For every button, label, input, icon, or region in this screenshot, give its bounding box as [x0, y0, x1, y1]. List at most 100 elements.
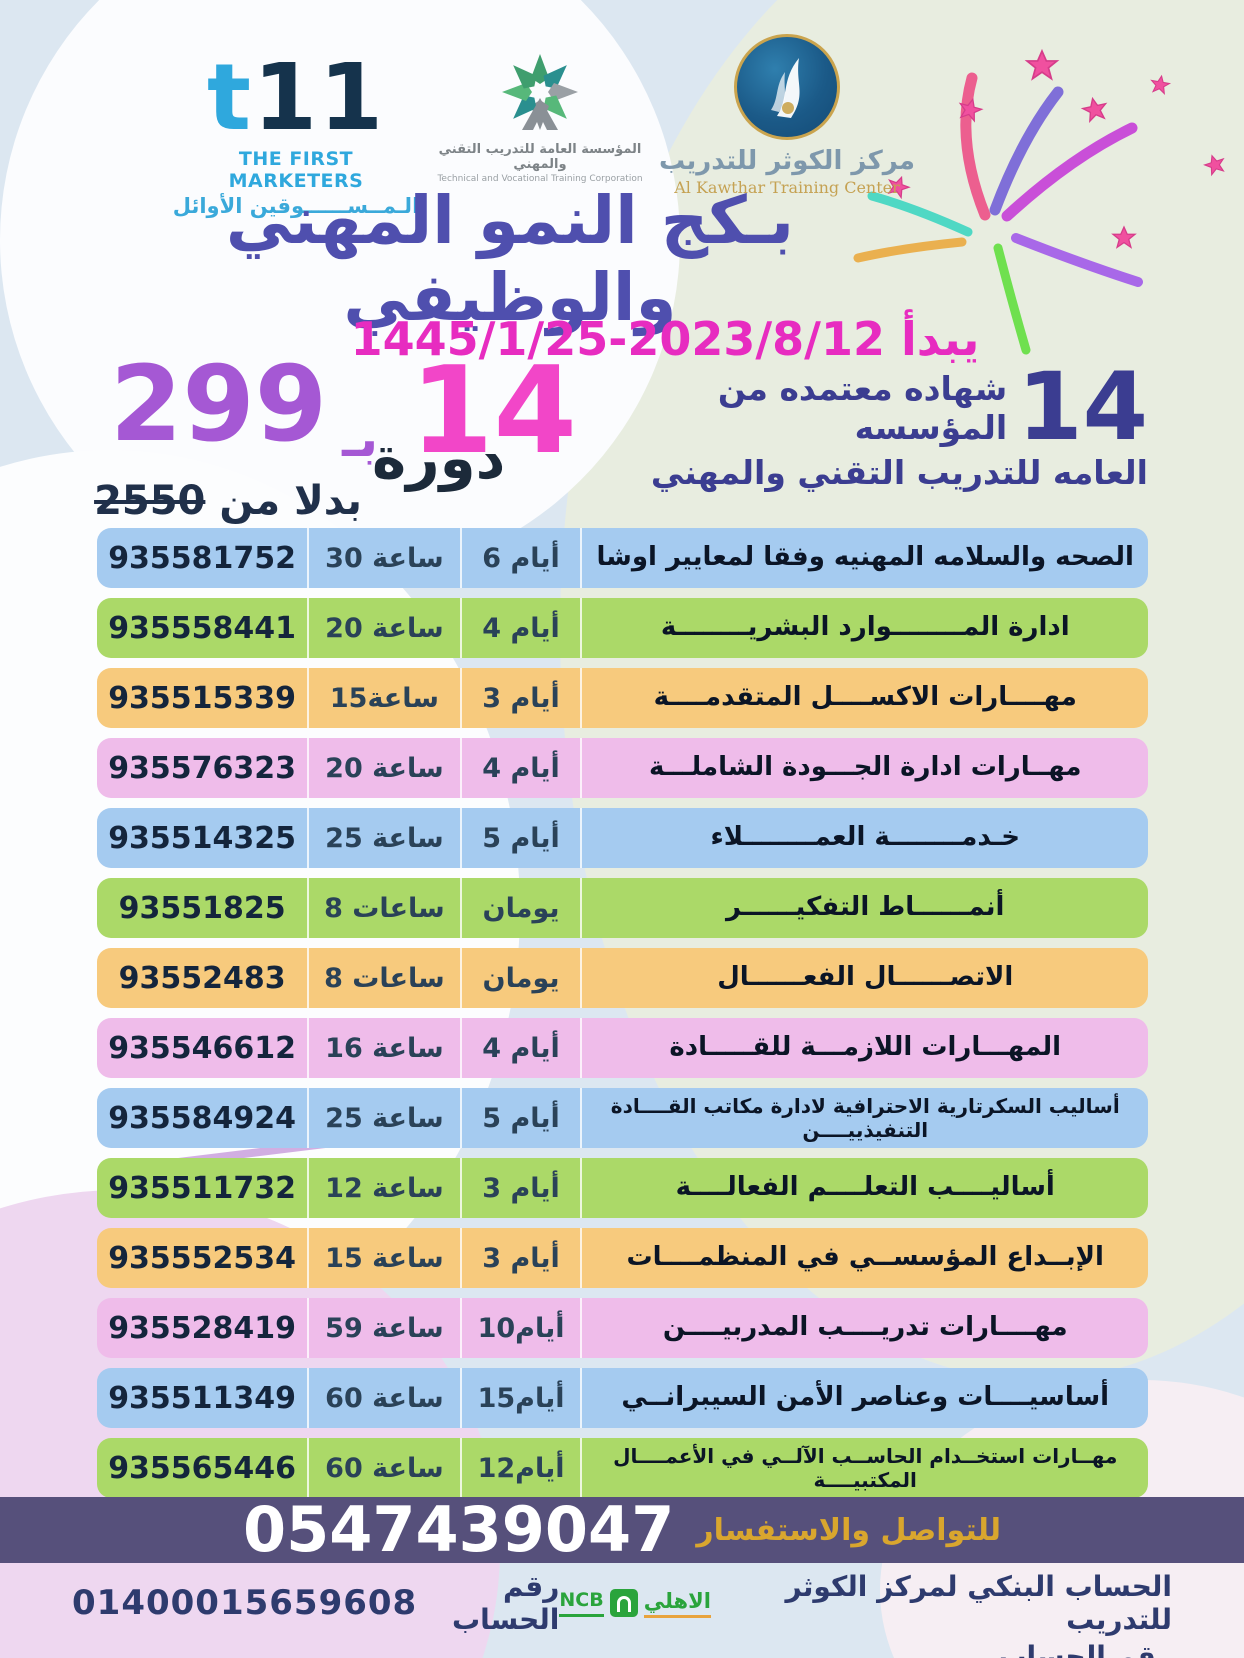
course-hours: 12 ساعة	[307, 1158, 459, 1218]
course-name: الاتصــــــال الفعــــــال	[580, 948, 1148, 1008]
course-hours: 25 ساعة	[307, 1088, 459, 1148]
course-name: الصحه والسلامه المهنيه وفقا لمعايير اوشا	[580, 528, 1148, 588]
course-row: الإبــداع المؤسســي في المنظمــــات 3 أيا…	[97, 1228, 1148, 1288]
course-code: 935546612	[108, 1030, 297, 1066]
start-date: يبدأ 1445/1/25-2023/8/12	[260, 312, 1070, 366]
bank-account-title: الحساب البنكي لمركز الكوثر للتدريب	[785, 1570, 1172, 1636]
course-row: أساسيــــات وعناصر الأمن السيبرانــي 15أي…	[97, 1368, 1148, 1428]
course-count-word: دورة	[372, 424, 506, 492]
course-name: مهــارات استخــدام الحاســب الآلــي في ا…	[580, 1438, 1148, 1498]
course-days: 5 أيام	[459, 808, 581, 868]
account-number-label: رقم الحساب	[451, 1570, 560, 1636]
course-code: 935576323	[108, 750, 297, 786]
course-row: مهــــارات الاكســــل المتقدمــــة 3 أيام…	[97, 668, 1148, 728]
contact-label: للتواصل والاستفسار	[696, 1512, 1002, 1548]
course-code: 935528419	[108, 1310, 297, 1346]
course-days: 12أيام	[459, 1438, 581, 1498]
course-row: المهـــارات اللازمـــة للقـــــادة 4 أيام…	[97, 1018, 1148, 1078]
course-days: يومان	[459, 878, 581, 938]
course-hours: 15ساعة	[307, 668, 459, 728]
old-price: بدلا من 2550	[78, 478, 378, 524]
course-days: 15أيام	[459, 1368, 581, 1428]
course-hours: 30 ساعة	[307, 528, 459, 588]
first-marketers-name-ar: الـمــســــــوقين الأوائل	[172, 194, 420, 218]
ncb-bank-logo: الاهلي NCB	[559, 1589, 711, 1618]
kawthar-emblem-icon	[734, 34, 840, 140]
kawthar-name-ar: مركز الكوثر للتدريب	[659, 146, 915, 176]
course-name: أساليب السكرتارية الاحترافية لادارة مكات…	[580, 1088, 1148, 1148]
course-hours: 20 ساعة	[307, 738, 459, 798]
course-hours: 15 ساعة	[307, 1228, 459, 1288]
course-hours: 60 ساعة	[307, 1368, 459, 1428]
course-days: 6 أيام	[459, 528, 581, 588]
certificate-line1: شهاده معتمده من المؤسسه	[717, 369, 1008, 448]
course-name: مهــارات ادارة الجـــودة الشاملـــة	[580, 738, 1148, 798]
first-marketers-name-en: THE FIRST MARKETERS	[228, 148, 364, 192]
kawthar-logo: مركز الكوثر للتدريب Al Kawthar Training …	[642, 34, 932, 197]
course-days: يومان	[459, 948, 581, 1008]
course-code: 935581752	[108, 540, 297, 576]
tvtc-starburst-icon	[502, 54, 578, 130]
first-marketers-logo-glyph: t11	[206, 44, 385, 151]
old-price-value: 2550	[94, 478, 206, 524]
course-count-block: 14 دورة	[372, 352, 577, 502]
course-days: 10أيام	[459, 1298, 581, 1358]
course-row: مهــارات استخــدام الحاســب الآلــي في ا…	[97, 1438, 1148, 1498]
price-value: 299	[110, 343, 328, 465]
ncb-name-ar: الاهلي	[643, 1589, 711, 1618]
course-code: 935515339	[108, 680, 297, 716]
course-hours: 16 ساعة	[307, 1018, 459, 1078]
course-row: مهــارات ادارة الجـــودة الشاملـــة 4 أيا…	[97, 738, 1148, 798]
course-table: الصحه والسلامه المهنيه وفقا لمعايير اوشا…	[97, 528, 1148, 1498]
course-name: الإبــداع المؤسســي في المنظمــــات	[580, 1228, 1148, 1288]
course-row: الصحه والسلامه المهنيه وفقا لمعايير اوشا…	[97, 528, 1148, 588]
course-days: 3 أيام	[459, 668, 581, 728]
course-row: أساليــــب التعلــــم الفعالــــة 3 أيام 1…	[97, 1158, 1148, 1218]
certificate-line2: العامه للتدريب التقني والمهني	[650, 452, 1148, 492]
course-name: أساليــــب التعلــــم الفعالــــة	[580, 1158, 1148, 1218]
contact-phone: 0547439047	[242, 1493, 675, 1566]
course-days: 4 أيام	[459, 738, 581, 798]
course-hours: 59 ساعة	[307, 1298, 459, 1358]
course-code: 935552534	[108, 1240, 297, 1276]
course-name: ادارة المــــــــوارد البشريــــــــة	[580, 598, 1148, 658]
course-days: 3 أيام	[459, 1158, 581, 1218]
course-code: 93552483	[118, 960, 286, 996]
course-name: أنمــــــاط التفكيــــــر	[580, 878, 1148, 938]
iban-label-ar: رقم الحساب الدولي	[998, 1640, 1172, 1658]
course-row: خـدمــــــــة العمــــــــلاء 5 أيام 25 سا…	[97, 808, 1148, 868]
course-code: 93551825	[118, 890, 286, 926]
poster-title: بـكج النمو المهني والوظيفي	[225, 182, 795, 336]
course-row: الاتصــــــال الفعــــــال يومان 8 ساعات 93…	[97, 948, 1148, 1008]
course-row: ادارة المــــــــوارد البشريــــــــة 4 أ…	[97, 598, 1148, 658]
price-offer: 299 بـ بدلا من 2550	[78, 352, 378, 542]
course-days: 4 أيام	[459, 1018, 581, 1078]
first-marketers-logo: t11 THE FIRST MARKETERS الـمــســــــوقي…	[168, 44, 424, 219]
tvtc-name-en: Technical and Vocational Training Corpor…	[437, 174, 643, 184]
course-hours: 8 ساعات	[307, 948, 459, 1008]
course-days: 4 أيام	[459, 598, 581, 658]
course-hours: 25 ساعة	[307, 808, 459, 868]
course-code: 935584924	[108, 1100, 297, 1136]
account-number: 01400015659608	[72, 1583, 418, 1623]
course-name: خـدمــــــــة العمــــــــلاء	[580, 808, 1148, 868]
course-code: 935514325	[108, 820, 297, 856]
course-row: أنمــــــاط التفكيــــــر يومان 8 ساعات 935…	[97, 878, 1148, 938]
course-code: 935565446	[108, 1450, 297, 1486]
iban-number: SA90100000001400015659608	[72, 1653, 692, 1658]
course-code: 935511349	[108, 1380, 297, 1416]
course-name: مهــــارات تدريــــب المدربيــــن	[580, 1298, 1148, 1358]
course-name: مهــــارات الاكســــل المتقدمــــة	[580, 668, 1148, 728]
course-days: 3 أيام	[459, 1228, 581, 1288]
certificate-count: 14	[1017, 353, 1148, 462]
course-name: أساسيــــات وعناصر الأمن السيبرانــي	[580, 1368, 1148, 1428]
course-count: 14	[410, 342, 577, 481]
course-hours: 20 ساعة	[307, 598, 459, 658]
tvtc-logo: المؤسسة العامة للتدريب التقني والمهني Te…	[423, 50, 657, 184]
bank-info: الحساب البنكي لمركز الكوثر للتدريب الاهل…	[0, 1566, 1244, 1658]
ncb-name-en: NCB	[559, 1589, 604, 1617]
start-date-range: 1445/1/25-2023/8/12	[350, 312, 885, 366]
course-hours: 60 ساعة	[307, 1438, 459, 1498]
certificate-block: 14 شهاده معتمده من المؤسسه العامه للتدري…	[600, 353, 1148, 492]
ncb-emblem-icon	[609, 1589, 638, 1617]
